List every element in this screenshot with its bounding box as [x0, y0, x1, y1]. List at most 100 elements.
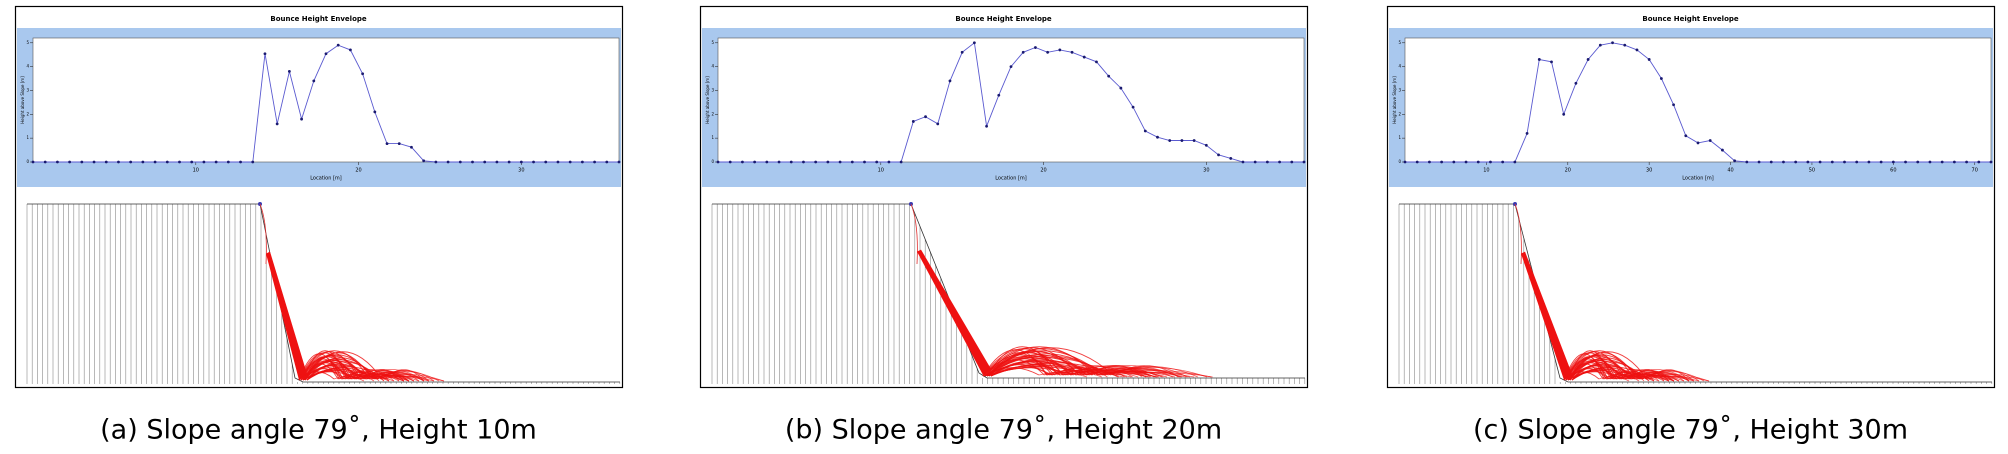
bounce-arc [982, 351, 1088, 377]
data-point [251, 160, 255, 164]
data-point [56, 160, 59, 164]
data-point [972, 41, 976, 45]
data-point [422, 159, 426, 163]
y-tick-label: 5 [26, 40, 29, 45]
data-point [1843, 160, 1846, 164]
data-point [568, 160, 572, 164]
y-tick-label: 3 [711, 87, 714, 92]
y-tick-label: 4 [711, 64, 714, 69]
bounce-arc [300, 365, 364, 381]
chart-title: Bounce Height Envelope [955, 15, 1052, 23]
y-axis-label: Height above Slope [m] [20, 76, 25, 124]
data-point [1806, 160, 1810, 164]
bounce-arc [304, 361, 382, 381]
data-point [1891, 160, 1895, 164]
x-tick-label: 30 [518, 168, 524, 174]
data-point [716, 160, 720, 164]
bounce-arc [1636, 375, 1675, 382]
bounce-arc [363, 370, 405, 382]
data-point [1598, 43, 1602, 47]
bounce-arc [1567, 352, 1638, 381]
data-point [1440, 160, 1444, 164]
trajectory-view [711, 202, 1306, 384]
data-point [239, 160, 242, 164]
data-point [1217, 153, 1220, 157]
data-point [1107, 74, 1111, 78]
y-tick-label: 0 [711, 159, 714, 164]
data-point [1501, 160, 1505, 164]
data-point [605, 160, 609, 164]
data-point [1647, 58, 1651, 61]
x-tick-label: 20 [1040, 168, 1046, 174]
bounce-arc [1602, 374, 1640, 382]
data-point [324, 52, 328, 56]
bounce-arc [302, 352, 373, 381]
data-point [617, 160, 621, 164]
data-point [129, 160, 133, 164]
bounce-arc [982, 347, 1080, 377]
data-point [1082, 55, 1086, 59]
data-point [728, 160, 732, 164]
data-point [948, 79, 952, 83]
data-point [875, 160, 879, 164]
bounce-arc [1113, 372, 1213, 378]
y-tick-label: 2 [711, 111, 714, 116]
plot-area [717, 37, 1305, 163]
data-point [1879, 160, 1883, 164]
bounce-arc [1070, 365, 1160, 378]
bounce-arc [381, 376, 445, 382]
data-point [580, 160, 584, 164]
data-point [1818, 160, 1822, 164]
plot-area [1404, 37, 1992, 163]
trajectory-view [1398, 202, 1993, 384]
data-point [1745, 160, 1749, 164]
data-point [1058, 48, 1062, 52]
data-point [519, 160, 523, 164]
plot-area [32, 37, 620, 163]
data-point [1476, 160, 1480, 164]
data-point [556, 160, 560, 164]
data-point [789, 160, 793, 164]
bounce-arc [1563, 355, 1630, 381]
bounce-arc [990, 366, 1053, 377]
x-axis-label: Location [m] [310, 176, 342, 182]
data-point [1009, 65, 1013, 69]
bounce-arc [298, 356, 355, 381]
data-point [1131, 105, 1135, 109]
x-tick-label: 30 [1203, 168, 1209, 174]
fall-band [266, 251, 307, 380]
data-point [1855, 160, 1859, 164]
data-point [1464, 160, 1468, 164]
data-point [1586, 58, 1590, 61]
y-tick-label: 3 [26, 87, 29, 92]
data-point [753, 160, 757, 164]
y-tick-label: 1 [711, 135, 714, 140]
data-point [936, 122, 940, 126]
data-point [80, 160, 84, 164]
bounce-arc [362, 372, 430, 382]
data-point [397, 142, 401, 146]
x-tick-label: 20 [1565, 168, 1571, 174]
data-point [507, 160, 511, 164]
data-point [544, 160, 548, 164]
x-axis-label: Location [m] [995, 176, 1027, 182]
bounce-arc [345, 371, 380, 382]
y-tick-label: 4 [26, 64, 29, 69]
bounce-arc [1610, 371, 1645, 382]
caption: (a) Slope angle 79˚, Height 10m [100, 415, 537, 446]
data-point [1119, 86, 1123, 90]
data-point [777, 160, 781, 164]
bounce-arc [1627, 372, 1695, 382]
chart-title: Bounce Height Envelope [270, 15, 367, 23]
bounce-arc [1565, 365, 1629, 381]
data-point [202, 160, 206, 164]
fall-band [917, 249, 991, 375]
bounce-arc [1054, 367, 1108, 378]
bounce-arc [1084, 368, 1190, 378]
data-point [863, 160, 866, 164]
data-point [1302, 160, 1306, 164]
data-point [1428, 160, 1431, 164]
y-tick-label: 4 [1398, 64, 1401, 69]
data-point [287, 69, 291, 73]
